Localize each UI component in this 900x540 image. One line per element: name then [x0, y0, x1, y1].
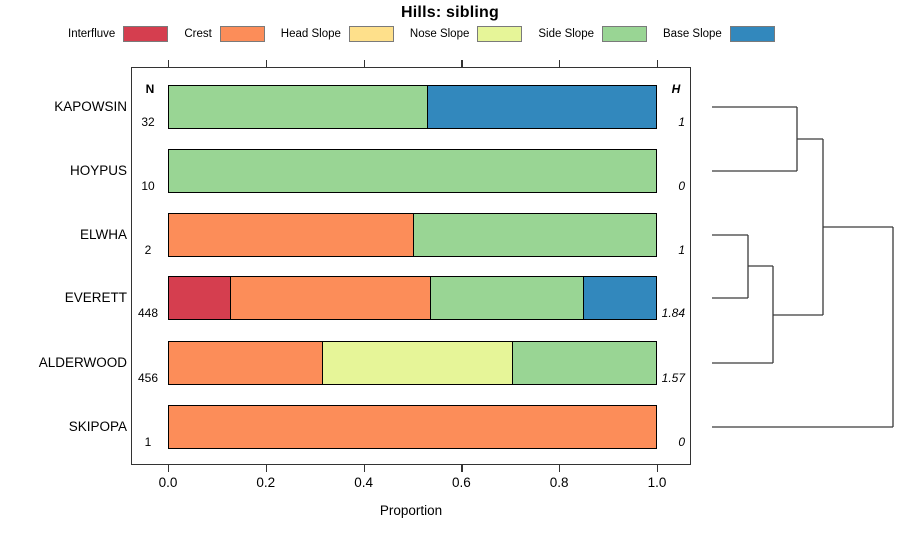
axis-tick-label: 0.2: [256, 475, 276, 490]
axis-tick-top: [559, 60, 561, 67]
legend: Interfluve Crest Head Slope Nose Slope Side …: [68, 25, 775, 42]
stacked-bar-skipopa: [168, 405, 657, 449]
stacked-bar-everett: [168, 276, 657, 320]
h-value: 0: [678, 179, 685, 193]
legend-item-side-slope: Side Slope: [538, 25, 647, 42]
axis-tick-top: [363, 60, 365, 67]
h-value: 1: [678, 115, 685, 129]
legend-item-base-slope: Base Slope: [663, 25, 775, 42]
bar-segment-side-slope: [512, 342, 656, 384]
row-label-kapowsin: KAPOWSIN: [54, 99, 127, 114]
row-label-elwha: ELWHA: [79, 227, 127, 242]
n-column-header: N: [145, 82, 155, 96]
row-label-everett: EVERETT: [64, 290, 127, 305]
legend-swatch: [729, 25, 775, 42]
n-value: 32: [141, 115, 155, 129]
bar-segment-crest: [229, 277, 430, 319]
legend-item-label: Nose Slope: [409, 27, 470, 40]
legend-swatch: [348, 25, 394, 42]
axis-tick-bottom: [657, 465, 659, 472]
axis-tick-top: [657, 60, 659, 67]
h-column-header: H: [671, 82, 681, 96]
plot-area: [131, 67, 691, 465]
legend-swatch: [477, 25, 523, 42]
bar-segment-crest: [169, 214, 413, 256]
axis-tick-top: [265, 60, 267, 67]
n-value: 10: [141, 179, 155, 193]
n-value: 2: [144, 243, 152, 257]
legend-item-label: Base Slope: [663, 27, 722, 40]
axis-tick-bottom: [265, 465, 267, 472]
h-value: 1: [678, 243, 685, 257]
axis-tick-bottom: [363, 465, 365, 472]
legend-item-label: Crest: [184, 27, 212, 40]
bar-segment-base-slope: [427, 86, 656, 128]
bar-segment-side-slope: [169, 150, 656, 192]
stacked-bar-elwha: [168, 213, 657, 257]
bar-segment-crest: [169, 406, 656, 448]
h-value: 1.84: [661, 306, 685, 320]
n-value: 1: [144, 435, 152, 449]
axis-tick-label: 0.0: [158, 475, 178, 490]
row-label-alderwood: ALDERWOOD: [38, 355, 127, 370]
axis-tick-bottom: [559, 465, 561, 472]
row-label-hoypus: HOYPUS: [69, 163, 127, 178]
legend-item-crest: Crest: [184, 25, 265, 42]
legend-item-interfluve: Interfluve: [68, 25, 169, 42]
h-value: 1.57: [661, 371, 685, 385]
bar-segment-interfluve: [169, 277, 230, 319]
x-axis-title: Proportion: [379, 503, 443, 518]
legend-item-label: Head Slope: [280, 27, 341, 40]
bar-segment-side-slope: [429, 277, 583, 319]
axis-tick-bottom: [461, 465, 463, 472]
bar-segment-crest: [169, 342, 323, 384]
legend-item-label: Interfluve: [68, 27, 116, 40]
legend-item-head-slope: Head Slope: [280, 25, 394, 42]
stacked-bar-alderwood: [168, 341, 657, 385]
legend-swatch: [219, 25, 265, 42]
stacked-bar-kapowsin: [168, 85, 657, 129]
bar-segment-nose-slope: [322, 342, 513, 384]
stacked-bar-hoypus: [168, 149, 657, 193]
bar-segment-side-slope: [412, 214, 656, 256]
n-value: 448: [137, 306, 159, 320]
n-value: 456: [137, 371, 159, 385]
row-label-skipopa: SKIPOPA: [68, 419, 127, 434]
bar-segment-base-slope: [582, 277, 656, 319]
chart-title: Hills: sibling: [401, 4, 499, 21]
legend-item-label: Side Slope: [538, 27, 594, 40]
legend-swatch: [123, 25, 169, 42]
axis-tick-label: 0.6: [452, 475, 471, 490]
legend-swatch: [602, 25, 647, 42]
axis-tick-top: [461, 60, 463, 67]
legend-item-nose-slope: Nose Slope: [409, 25, 523, 42]
axis-tick-label: 0.4: [354, 475, 373, 490]
axis-tick-bottom: [168, 465, 170, 472]
h-value: 0: [678, 435, 685, 449]
axis-tick-label: 0.8: [549, 475, 569, 490]
axis-tick-label: 1.0: [647, 475, 667, 490]
bar-segment-side-slope: [169, 86, 428, 128]
axis-tick-top: [168, 60, 170, 67]
